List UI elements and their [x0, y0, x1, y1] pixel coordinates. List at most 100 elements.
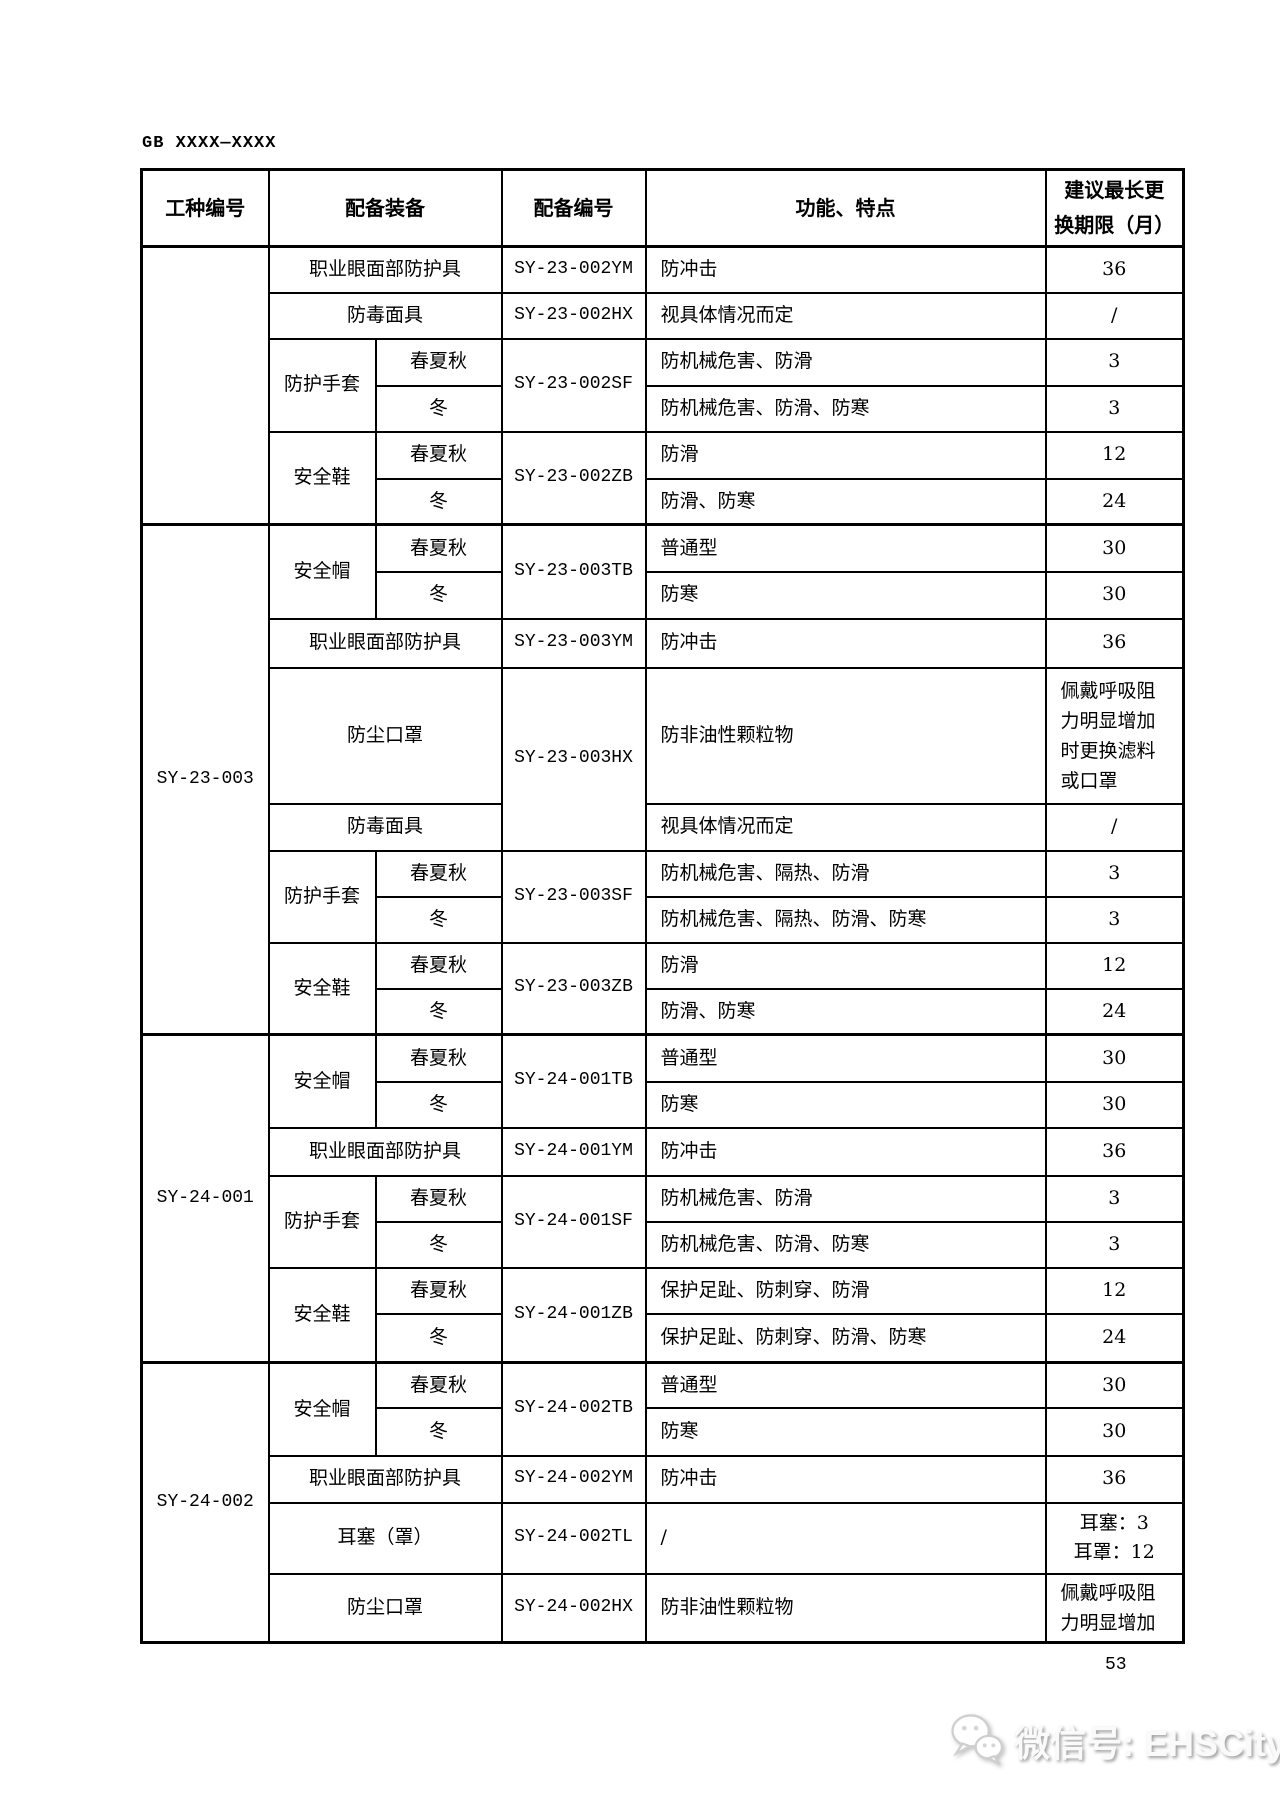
season-cell: 春夏秋 [374, 523, 503, 573]
equipment-cell: 防护手套 [267, 337, 377, 433]
equipment-cell: 安全鞋 [267, 430, 377, 526]
period-cell: 3 [1044, 895, 1185, 944]
period-cell: 36 [1044, 1126, 1185, 1177]
watermark-label: 微信号: EHSCity [1014, 1723, 1280, 1764]
period-cell: 3 [1044, 384, 1185, 433]
equip-code-cell: SY-23-002YM [500, 245, 647, 294]
equip-code-cell: SY-23-003SF [500, 849, 647, 944]
table-row: 防护手套 春夏秋 SY-24-001SF 防机械危害、防滑 3 [142, 1174, 1185, 1269]
period-cell: 3 [1044, 1174, 1185, 1223]
equipment-cell: 安全帽 [267, 1033, 377, 1129]
table-row: 冬 防机械危害、隔热、防滑、防寒 3 [142, 895, 1185, 944]
table-row: 安全鞋 春夏秋 SY-23-002ZB 防滑 12 [142, 430, 1185, 526]
period-cell: 佩戴呼吸阻 力明显增加 [1044, 1572, 1185, 1644]
equip-code-cell: SY-24-001ZB [500, 1266, 647, 1364]
table-row: 安全鞋 春夏秋 SY-23-003ZB 防滑 12 [142, 941, 1185, 1036]
season-cell: 春夏秋 [374, 1266, 503, 1315]
function-cell: 普通型 [644, 1361, 1047, 1409]
equip-code-header-cell: 配备编号 [500, 168, 647, 248]
season-cell: 春夏秋 [374, 337, 503, 387]
equip-code-cell: SY-23-003YM [500, 617, 647, 669]
table-row: 冬 防滑、防寒 24 [142, 987, 1185, 1036]
job-code-cell: SY-23-003 [140, 523, 270, 1036]
table-header: 工种编号 配备装备 配备编号 功能、特点 建议最长更 换期限（月） [140, 168, 1185, 248]
equipment-cell: 安全帽 [267, 523, 377, 620]
equipment-cell: 防毒面具 [267, 802, 503, 852]
period-cell: 30 [1044, 1033, 1185, 1083]
season-cell: 冬 [374, 1080, 503, 1129]
function-cell: 防冲击 [644, 1454, 1047, 1504]
function-cell: 防滑 [644, 941, 1047, 990]
function-cell: 视具体情况而定 [644, 291, 1047, 340]
period-cell: / [1044, 291, 1185, 340]
equip-code-cell: SY-24-001SF [500, 1174, 647, 1269]
period-cell: 30 [1044, 570, 1185, 620]
table-row: 防尘口罩 SY-23-003HX 防非油性颗粒物 佩戴呼吸阻 力明显增加 时更换滤料 … [142, 666, 1185, 852]
function-cell: 防滑、防寒 [644, 477, 1047, 526]
table-body: 职业眼面部防护具 SY-23-002YM 防冲击 36 防毒面具 SY-23-002HX 视… [140, 245, 1185, 1644]
table-row: 冬 保护足趾、防刺穿、防滑、防寒 24 [142, 1312, 1185, 1364]
table-row: SY-24-001 安全帽 春夏秋 SY-24-001TB 普通型 30 [140, 1033, 1185, 1364]
job-code-cell: SY-24-002 [140, 1361, 270, 1644]
function-cell: 防冲击 [644, 1126, 1047, 1177]
equip-code-cell: SY-24-002YM [500, 1454, 647, 1504]
equipment-cell: 职业眼面部防护具 [267, 1126, 503, 1177]
function-cell: 防滑、防寒 [644, 987, 1047, 1036]
function-cell: 防寒 [644, 570, 1047, 620]
equip-code-cell: SY-23-003HX [500, 666, 647, 852]
season-cell: 春夏秋 [374, 849, 503, 898]
equipment-cell: 防尘口罩 [267, 666, 503, 805]
season-cell: 冬 [374, 987, 503, 1036]
function-cell: 视具体情况而定 [644, 802, 1047, 852]
season-cell: 春夏秋 [374, 1361, 503, 1409]
period-cell: 12 [1044, 1266, 1185, 1315]
equipment-cell: 安全鞋 [267, 1266, 377, 1364]
equipment-header-cell: 配备装备 [267, 168, 503, 248]
table-row: 防毒面具 SY-23-002HX 视具体情况而定 / [142, 291, 1185, 340]
season-cell: 冬 [374, 1312, 503, 1364]
table-row: 防护手套 春夏秋 SY-23-003SF 防机械危害、隔热、防滑 3 [142, 849, 1185, 944]
equip-code-cell: SY-24-002HX [500, 1572, 647, 1644]
function-cell: 防非油性颗粒物 [644, 1572, 1047, 1644]
period-cell: 24 [1044, 477, 1185, 526]
function-cell: 防机械危害、隔热、防滑 [644, 849, 1047, 898]
function-cell: 防机械危害、隔热、防滑、防寒 [644, 895, 1047, 944]
equip-code-cell: SY-23-002SF [500, 337, 647, 433]
function-cell: 普通型 [644, 523, 1047, 573]
table-row: 职业眼面部防护具 SY-23-003YM 防冲击 36 [142, 617, 1185, 669]
table-row: 冬 防寒 30 [142, 1406, 1185, 1457]
period-header-cell: 建议最长更 换期限（月） [1044, 168, 1185, 248]
equipment-cell: 防尘口罩 [267, 1572, 503, 1644]
header-row: 工种编号 配备装备 配备编号 功能、特点 建议最长更 换期限（月） [140, 168, 1185, 248]
table-row: 冬 防机械危害、防滑、防寒 3 [142, 1220, 1185, 1269]
equipment-cell: 职业眼面部防护具 [267, 617, 503, 669]
equipment-cell: 职业眼面部防护具 [267, 1454, 503, 1504]
equip-code-cell: SY-24-002TB [500, 1361, 647, 1457]
function-cell: 防机械危害、防滑 [644, 337, 1047, 387]
table-row: 防毒面具 视具体情况而定 / [142, 802, 1185, 852]
table-row: 冬 防滑、防寒 24 [142, 477, 1185, 526]
table-row: 防尘口罩 SY-24-002HX 防非油性颗粒物 佩戴呼吸阻 力明显增加 [142, 1572, 1185, 1644]
function-cell: 防寒 [644, 1080, 1047, 1129]
season-cell: 春夏秋 [374, 1174, 503, 1223]
period-cell: 12 [1044, 941, 1185, 990]
period-cell: 3 [1044, 849, 1185, 898]
period-cell: 24 [1044, 987, 1185, 1036]
job-code-cell: SY-24-001 [140, 1033, 270, 1364]
wechat-icon [948, 1710, 1006, 1772]
period-cell: 30 [1044, 1080, 1185, 1129]
page-number: 53 [1105, 1655, 1127, 1675]
function-cell: 保护足趾、防刺穿、防滑 [644, 1266, 1047, 1315]
season-cell: 冬 [374, 570, 503, 620]
function-cell: 防机械危害、防滑 [644, 1174, 1047, 1223]
function-cell: 防机械危害、防滑、防寒 [644, 384, 1047, 433]
equip-code-cell: SY-23-003TB [500, 523, 647, 620]
equipment-cell: 职业眼面部防护具 [267, 245, 503, 294]
job-code-cell [140, 245, 270, 526]
function-cell: 防冲击 [644, 617, 1047, 669]
table-row: 冬 防寒 30 [142, 570, 1185, 620]
table-row: 职业眼面部防护具 SY-24-001YM 防冲击 36 [142, 1126, 1185, 1177]
table-row: 职业眼面部防护具 SY-23-002YM 防冲击 36 [140, 245, 1185, 526]
table-row: 冬 防寒 30 [142, 1080, 1185, 1129]
function-cell: 防滑 [644, 430, 1047, 480]
